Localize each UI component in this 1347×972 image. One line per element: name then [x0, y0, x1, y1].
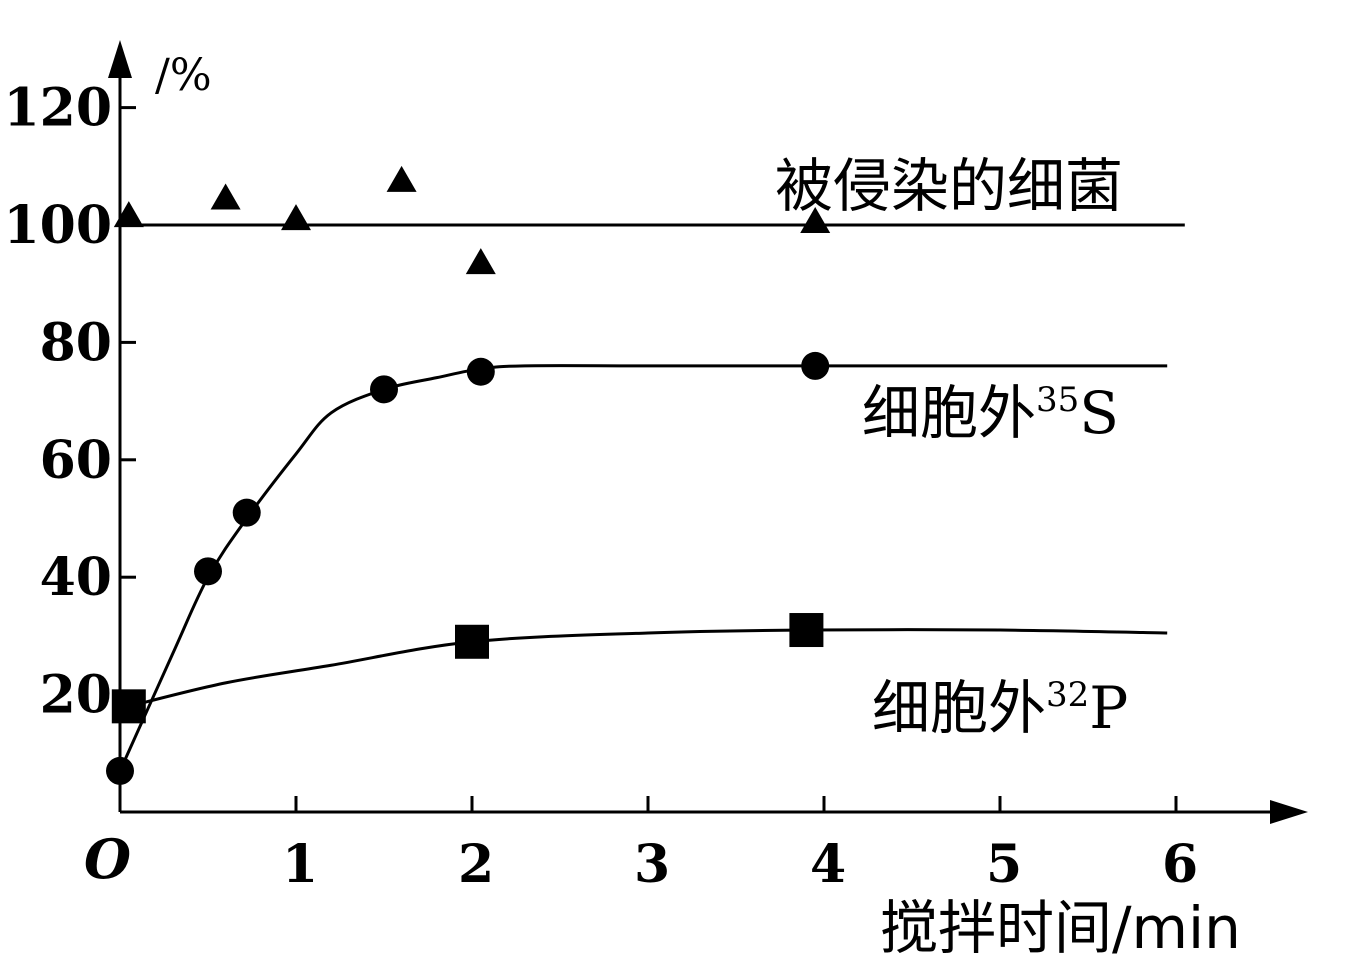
data-point-infected-bacteria-3 — [386, 165, 417, 192]
series-line-extracellular-32p — [128, 628, 1168, 708]
markers — [106, 165, 831, 785]
data-point-infected-bacteria-5 — [800, 207, 831, 233]
y-tick-label-80: 80 — [40, 312, 112, 373]
series-label-35s-suffix: S — [1079, 379, 1119, 447]
y-axis-label: /% — [155, 50, 212, 101]
data-point-extracellular-35s-2 — [232, 498, 261, 527]
data-point-infected-bacteria-0 — [113, 201, 144, 228]
data-point-extracellular-32p-1 — [455, 624, 489, 659]
data-point-infected-bacteria-2 — [281, 204, 311, 231]
x-axis-label: 搅拌时间/min — [880, 894, 1241, 962]
y-tick-label-100: 100 — [3, 195, 112, 256]
series-label-extracellular-32p: 细胞外32P — [872, 674, 1128, 742]
x-tick-label-3: 3 — [634, 834, 670, 895]
ticks: 1 2 3 4 5 6 20 40 60 80 100 120 — [3, 78, 1198, 895]
data-point-extracellular-35s-1 — [194, 557, 222, 586]
y-axis-arrow-icon — [108, 40, 132, 78]
series-label-35s-name: 细胞外 — [862, 379, 1036, 447]
y-tick-label-60: 60 — [40, 430, 112, 491]
origin-label: O — [84, 827, 131, 891]
data-point-extracellular-35s-4 — [466, 357, 495, 386]
data-point-extracellular-35s-3 — [370, 375, 398, 404]
data-point-infected-bacteria-1 — [210, 183, 241, 210]
data-point-extracellular-35s-5 — [801, 351, 830, 380]
data-point-extracellular-32p-0 — [111, 689, 146, 724]
x-tick-label-5: 5 — [986, 834, 1022, 895]
x-tick-label-6: 6 — [1162, 834, 1198, 895]
x-axis-arrow-icon — [1270, 800, 1308, 824]
x-tick-label-2: 2 — [458, 834, 494, 895]
y-tick-label-40: 40 — [40, 547, 112, 608]
series-label-35s-superscript: 35 — [1036, 380, 1079, 420]
data-point-infected-bacteria-4 — [465, 248, 496, 275]
x-tick-label-1: 1 — [282, 834, 318, 895]
y-tick-label-120: 120 — [3, 78, 112, 139]
x-tick-label-4: 4 — [810, 834, 846, 895]
series-label-infected-bacteria: 被侵染的细菌 — [775, 152, 1123, 220]
series-label-32p-suffix: P — [1089, 674, 1128, 742]
series-label-32p-superscript: 32 — [1046, 675, 1089, 715]
labels: O /% 搅拌时间/min 被侵染的细菌 细胞外35S 细胞外32P — [84, 50, 1241, 962]
data-point-extracellular-35s-0 — [106, 756, 134, 785]
data-point-extracellular-32p-2 — [789, 613, 824, 648]
axes — [108, 40, 1308, 824]
series-label-32p-name: 细胞外 — [872, 674, 1046, 742]
y-tick-label-20: 20 — [40, 665, 112, 726]
series-label-extracellular-35s: 细胞外35S — [862, 379, 1119, 447]
